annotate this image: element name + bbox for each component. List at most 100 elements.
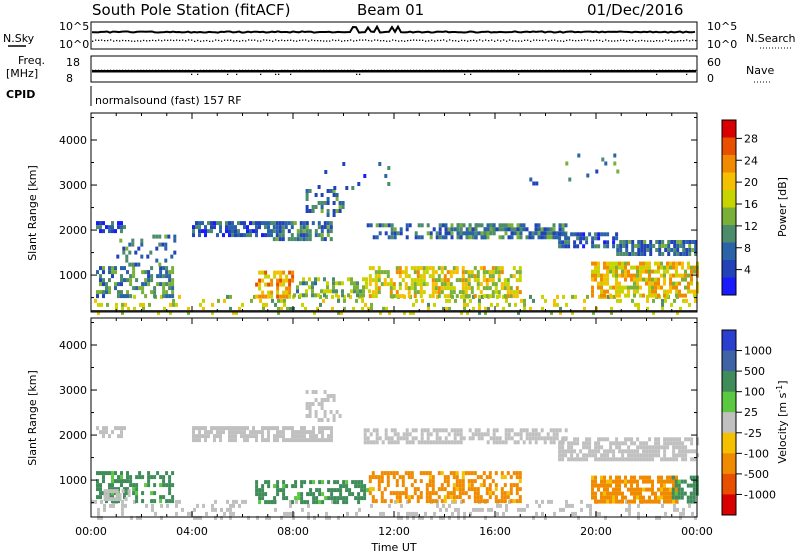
echo-cell xyxy=(692,491,696,496)
nave-dot xyxy=(524,69,526,71)
echo-cell xyxy=(678,449,682,454)
echo-cell xyxy=(591,487,594,492)
echo-cell xyxy=(139,515,142,520)
echo-cell xyxy=(683,479,687,484)
colorbar-cell xyxy=(722,371,736,393)
echo-cell xyxy=(612,240,616,245)
echo-cell xyxy=(506,282,510,287)
nsearch-dot xyxy=(377,39,379,41)
echo-cell xyxy=(253,294,256,299)
nsearch-dot xyxy=(467,40,469,42)
echo-cell xyxy=(654,277,657,282)
echo-cell xyxy=(201,426,204,431)
colorbar-tick-label: -100 xyxy=(744,447,769,460)
echo-cell xyxy=(464,294,468,299)
echo-cell xyxy=(455,479,459,484)
echo-cell xyxy=(165,274,169,279)
echo-cell xyxy=(522,428,526,433)
echo-cell xyxy=(306,492,310,497)
echo-cell xyxy=(654,491,657,496)
echo-cell xyxy=(476,487,480,492)
echo-cell xyxy=(621,441,625,446)
echo-cell xyxy=(467,270,471,275)
echo-cell xyxy=(570,453,574,458)
colorbar-tick-label: -1000 xyxy=(744,488,776,501)
echo-cell xyxy=(205,511,208,516)
echo-cell xyxy=(282,438,285,443)
nave-dot xyxy=(650,69,652,71)
echo-cell xyxy=(204,225,207,230)
echo-cell xyxy=(666,445,670,450)
echo-cell xyxy=(627,261,630,266)
echo-cell xyxy=(630,453,634,458)
echo-cell xyxy=(689,499,693,504)
echo-cell xyxy=(547,499,550,504)
echo-cell xyxy=(120,479,123,484)
echo-cell xyxy=(640,244,644,248)
echo-cell xyxy=(103,507,106,512)
echo-cell xyxy=(564,449,568,454)
nsearch-dot xyxy=(656,40,658,42)
echo-cell xyxy=(129,475,133,480)
echo-cell xyxy=(270,290,274,295)
echo-cell xyxy=(636,285,639,290)
echo-cell xyxy=(479,475,483,480)
nsearch-dot xyxy=(119,40,121,42)
echo-cell xyxy=(147,270,151,275)
echo-cell xyxy=(323,293,326,298)
echo-cell xyxy=(156,471,160,476)
echo-cell xyxy=(689,475,693,480)
echo-cell xyxy=(443,487,447,492)
echo-cell xyxy=(231,229,234,234)
nsky-tick-top: 10^5 xyxy=(59,20,89,33)
echo-cell xyxy=(615,281,618,286)
echo-cell xyxy=(351,480,355,485)
nave-dot xyxy=(341,69,343,71)
nave-dot xyxy=(251,69,253,71)
echo-cell xyxy=(207,229,210,234)
echo-cell xyxy=(443,274,447,279)
echo-cell xyxy=(255,434,258,439)
echo-cell xyxy=(447,432,451,437)
echo-cell xyxy=(651,457,655,462)
echo-cell xyxy=(291,438,294,443)
colorbar-cell xyxy=(722,412,736,434)
echo-cell xyxy=(120,475,123,480)
echo-cell xyxy=(386,475,390,480)
echo-cell xyxy=(398,270,402,275)
echo-cell xyxy=(438,428,442,433)
echo-cell xyxy=(556,294,559,299)
echo-cell xyxy=(401,491,405,496)
nsearch-dot xyxy=(221,40,223,42)
echo-cell xyxy=(582,236,586,241)
echo-cell xyxy=(362,277,365,282)
velocity-ylabel: Slant Range [km] xyxy=(26,370,39,466)
echo-cell xyxy=(330,488,334,493)
echo-cell xyxy=(541,499,544,504)
nave-dot xyxy=(293,69,295,71)
echo-cell xyxy=(151,507,154,512)
nsearch-dot xyxy=(122,39,124,42)
echo-cell xyxy=(301,302,304,307)
echo-cell xyxy=(392,282,396,287)
echo-cell xyxy=(630,285,633,290)
echo-cell xyxy=(406,511,409,516)
echo-cell xyxy=(434,270,438,275)
echo-cell xyxy=(387,440,391,445)
echo-cell xyxy=(280,306,283,311)
echo-cell xyxy=(553,298,556,303)
echo-cell xyxy=(606,244,610,249)
echo-cell xyxy=(360,480,364,485)
echo-cell xyxy=(675,457,679,462)
echo-cell xyxy=(102,221,105,226)
echo-cell xyxy=(357,496,361,501)
echo-cell xyxy=(603,265,606,270)
echo-cell xyxy=(636,437,640,442)
echo-cell xyxy=(447,227,451,232)
echo-cell xyxy=(417,235,421,240)
echo-cell xyxy=(447,231,451,236)
echo-cell xyxy=(464,471,468,476)
echo-cell xyxy=(507,432,511,437)
echo-cell xyxy=(673,248,677,252)
echo-cell xyxy=(625,252,629,256)
